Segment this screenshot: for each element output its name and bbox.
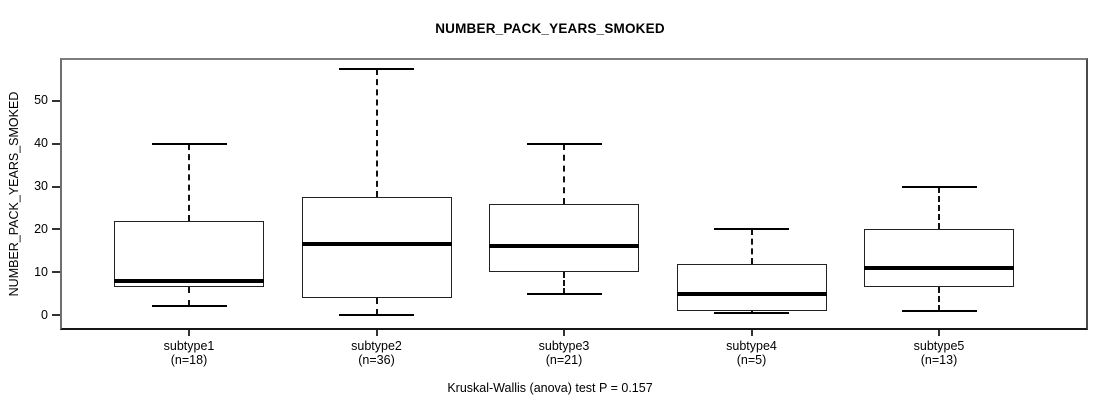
- lower-whisker-cap: [339, 314, 414, 316]
- iqr-box: [301, 197, 452, 298]
- y-tick: [52, 271, 60, 274]
- upper-whisker-cap: [339, 67, 414, 70]
- y-tick-label: 0: [41, 307, 48, 322]
- y-tick: [52, 185, 60, 188]
- median-line: [489, 244, 639, 249]
- iqr-box: [676, 263, 827, 311]
- upper-whisker-cap: [526, 142, 602, 145]
- y-tick: [52, 314, 60, 316]
- upper-whisker: [188, 143, 190, 221]
- y-tick-label: 30: [34, 179, 48, 193]
- plot-frame: [60, 58, 1088, 330]
- group-name: subtype1: [163, 339, 215, 353]
- x-tick: [375, 330, 378, 336]
- median-line: [301, 242, 452, 247]
- group-n-count: (n=21): [545, 353, 583, 367]
- group-n-count: (n=13): [920, 353, 958, 367]
- median-line: [114, 278, 264, 283]
- lower-whisker-cap: [151, 305, 227, 308]
- lower-whisker: [938, 287, 940, 311]
- group-label-subtype2: subtype2 (n=36): [287, 339, 467, 367]
- chart-title: NUMBER_PACK_YEARS_SMOKED: [435, 21, 665, 36]
- lower-whisker: [750, 310, 753, 313]
- y-tick: [52, 99, 60, 102]
- y-tick-label: 20: [34, 221, 48, 236]
- y-tick: [52, 228, 60, 231]
- lower-whisker: [188, 287, 190, 307]
- upper-whisker: [375, 68, 378, 198]
- group-name: subtype2: [351, 339, 402, 353]
- group-label-subtype3: subtype3 (n=21): [474, 339, 654, 367]
- group-label-subtype1: subtype1 (n=18): [99, 339, 279, 367]
- upper-whisker-cap: [901, 185, 977, 188]
- upper-whisker: [938, 186, 940, 230]
- median-line: [676, 291, 827, 296]
- iqr-box: [114, 220, 264, 288]
- group-n-count: (n=18): [170, 353, 208, 367]
- x-tick: [750, 330, 753, 336]
- x-tick: [188, 330, 190, 336]
- iqr-box: [489, 203, 639, 273]
- upper-whisker-cap: [714, 228, 789, 231]
- x-tick: [563, 330, 565, 336]
- group-label-subtype4: subtype4 (n=5): [662, 339, 842, 367]
- group-n-count: (n=5): [736, 353, 767, 367]
- lower-whisker-cap: [901, 309, 977, 312]
- median-line: [864, 265, 1014, 270]
- upper-whisker: [750, 229, 753, 264]
- y-tick-label: 40: [34, 136, 48, 151]
- group-name: subtype5: [913, 339, 965, 353]
- group-n-count: (n=36): [358, 353, 395, 367]
- lower-whisker: [375, 297, 378, 315]
- group-label-subtype5: subtype5 (n=13): [849, 339, 1029, 367]
- upper-whisker: [563, 143, 565, 204]
- lower-whisker: [563, 272, 565, 294]
- iqr-box: [864, 229, 1014, 288]
- upper-whisker-cap: [151, 142, 227, 145]
- group-name: subtype4: [726, 339, 777, 353]
- lower-whisker-cap: [526, 292, 602, 295]
- y-tick-label: 10: [34, 264, 48, 279]
- kruskal-wallis-footnote: Kruskal-Wallis (anova) test P = 0.157: [447, 381, 653, 395]
- lower-whisker-cap: [714, 311, 789, 314]
- group-name: subtype3: [538, 339, 590, 353]
- y-tick-label: 50: [34, 93, 48, 108]
- x-tick: [938, 330, 940, 336]
- y-tick: [52, 142, 60, 145]
